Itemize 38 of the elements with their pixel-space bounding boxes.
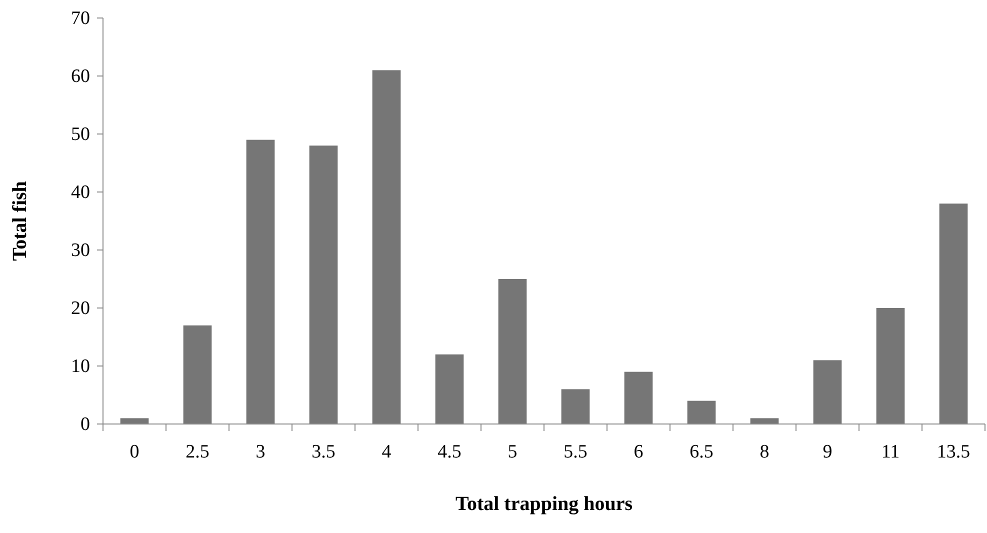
y-tick-label: 0 <box>80 414 90 436</box>
bar <box>246 140 275 424</box>
bar <box>435 354 464 424</box>
y-tick-label: 20 <box>71 298 90 320</box>
y-tick-label: 40 <box>71 182 90 204</box>
x-tick-label: 3.5 <box>312 441 336 462</box>
bar <box>120 418 149 424</box>
y-tick-label: 60 <box>71 66 90 88</box>
y-tick-label: 50 <box>71 124 90 146</box>
y-tick-label: 10 <box>71 356 90 378</box>
x-tick-label: 4 <box>382 441 392 462</box>
y-tick-label: 70 <box>71 8 90 30</box>
x-axis-title: Total trapping hours <box>455 493 633 515</box>
y-axis-title: Total fish <box>9 181 31 261</box>
bar <box>309 146 338 424</box>
x-tick-label: 2.5 <box>186 441 210 462</box>
x-tick-label: 4.5 <box>438 441 462 462</box>
bar <box>624 372 653 424</box>
x-tick-label: 13.5 <box>936 441 970 462</box>
bar <box>183 325 212 424</box>
bar <box>372 70 401 424</box>
bar <box>498 279 527 424</box>
x-tick-label: 0 <box>130 441 140 462</box>
y-tick-label: 30 <box>71 240 90 262</box>
bar <box>876 308 905 424</box>
x-tick-label: 5.5 <box>564 441 588 462</box>
x-tick-label: 3 <box>256 441 266 462</box>
x-tick-label: 9 <box>822 441 832 462</box>
bar <box>750 418 779 424</box>
bar <box>687 400 716 424</box>
x-tick-label: 6.5 <box>690 441 714 462</box>
x-tick-label: 5 <box>508 441 518 462</box>
x-tick-label: 6 <box>634 441 644 462</box>
bar <box>813 360 842 424</box>
x-tick-label: 8 <box>760 441 770 462</box>
bar <box>939 204 968 424</box>
bar <box>561 389 590 424</box>
x-tick-label: 11 <box>881 441 900 462</box>
